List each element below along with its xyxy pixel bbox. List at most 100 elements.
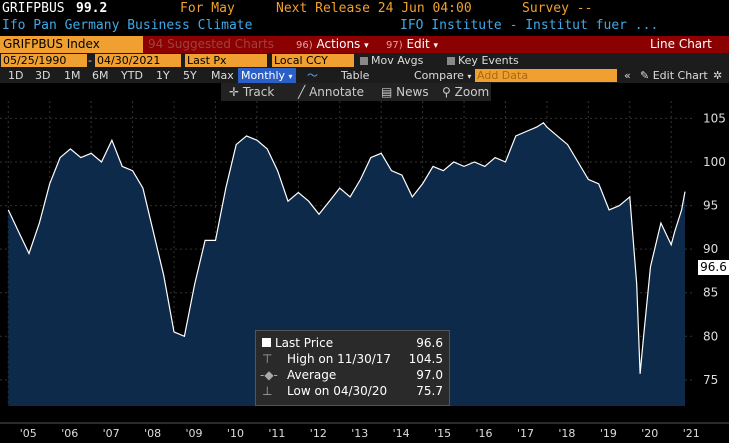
key-events-label: Key Events	[458, 54, 519, 67]
mov-avgs-label: Mov Avgs	[371, 54, 424, 67]
x-tick-label: '17	[517, 427, 534, 440]
legend-value: 97.0	[416, 368, 443, 382]
ticker: GRIFPBUS	[2, 1, 65, 16]
legend-high: ⊤ High on 11/30/17 104.5	[256, 351, 449, 367]
security-field[interactable]: GRIFPBUS Index	[0, 36, 143, 53]
annotate-label: Annotate	[309, 85, 364, 99]
period-1m[interactable]: 1M	[64, 69, 81, 82]
range-dash: -	[88, 54, 92, 67]
edit-menu[interactable]: 97) Edit ▾	[386, 36, 438, 53]
start-date-field[interactable]: 05/25/1990	[1, 54, 87, 67]
period-bar: 1D 3D 1M 6M YTD 1Y 5Y Max Monthly ▾ 〜 Ta…	[0, 68, 729, 83]
dropdown-icon: ▾	[364, 41, 369, 51]
series-description: Ifo Pan Germany Business Climate	[2, 18, 253, 33]
legend-average: -◆- Average 97.0	[256, 367, 449, 383]
series-swatch-icon	[262, 338, 271, 347]
end-date-field[interactable]: 04/30/2021	[95, 54, 181, 67]
table-button[interactable]: Table	[341, 69, 370, 82]
suggested-label: Suggested Charts	[167, 37, 274, 51]
x-tick-label: '08	[144, 427, 161, 440]
x-tick-label: '09	[186, 427, 203, 440]
next-release: Next Release 24 Jun 04:00	[276, 1, 472, 16]
header-line-2: Ifo Pan Germany Business Climate IFO Ins…	[0, 17, 729, 35]
period-max[interactable]: Max	[211, 69, 234, 82]
compare-label: Compare	[414, 69, 464, 82]
add-data-input[interactable]: Add Data	[475, 69, 617, 82]
suggested-num: 94	[148, 37, 164, 51]
header-line-1: GRIFPBUS 99.2 For May Next Release 24 Ju…	[0, 0, 729, 17]
news-icon: ▤	[381, 85, 393, 99]
legend-label: High on 11/30/17	[287, 352, 392, 366]
line-chart-icon[interactable]: 〜	[307, 69, 318, 82]
actions-num: 96)	[296, 40, 313, 51]
collapse-icon[interactable]: «	[624, 69, 631, 82]
y-tick-label: 105	[703, 111, 726, 125]
news-button[interactable]: ▤ News	[381, 83, 429, 101]
legend-value: 75.7	[416, 384, 443, 398]
x-tick-label: '10	[227, 427, 244, 440]
y-tick-label: 75	[703, 373, 718, 387]
mov-avgs-toggle[interactable]: Mov Avgs	[360, 54, 423, 67]
period-1y[interactable]: 1Y	[156, 69, 170, 82]
view-label: Line Chart	[650, 37, 712, 51]
period-label: For May	[180, 1, 235, 16]
x-tick-label: '19	[600, 427, 617, 440]
legend-label: Average	[287, 368, 337, 382]
pencil-icon: ╱	[298, 85, 306, 99]
edit-num: 97)	[386, 40, 403, 51]
chart-area[interactable]: 75 80 85 90 95 100 105 '05 '06 '07 '08 '09 '10 '11 '1…	[0, 83, 729, 443]
track-button[interactable]: ✛ Track	[229, 83, 274, 101]
edit-chart-label: Edit Chart	[652, 69, 708, 82]
high-marker-icon: ⊤	[262, 352, 273, 366]
dropdown-icon: ▾	[467, 72, 472, 81]
frequency-label: Monthly	[241, 69, 286, 82]
last-value: 99.2	[76, 1, 108, 16]
period-5y[interactable]: 5Y	[183, 69, 197, 82]
x-tick-label: '20	[641, 427, 658, 440]
checkbox-icon	[360, 57, 368, 65]
legend-last-price: Last Price 96.6	[256, 335, 449, 351]
chart-toolbar: ✛ Track ╱ Annotate ▤ News ⚲ Zoom	[221, 83, 491, 101]
x-tick-label: '11	[268, 427, 285, 440]
series-line	[7, 122, 686, 374]
last-value-tag: 96.6	[698, 260, 729, 275]
actions-label: Actions	[316, 37, 361, 51]
edit-label: Edit	[406, 37, 430, 51]
news-label: News	[396, 85, 429, 99]
average-marker-icon: -◆-	[260, 368, 278, 382]
suggested-charts-button[interactable]: 94 Suggested Charts	[148, 36, 274, 53]
gear-icon[interactable]: ✲	[713, 69, 723, 82]
line-chart: 75 80 85 90 95 100 105 '05 '06 '07 '08 '09 '10 '11 '1…	[0, 101, 729, 440]
y-tick-label: 85	[703, 286, 718, 300]
x-tick-label: '18	[558, 427, 575, 440]
price-field-select[interactable]: Last Px	[185, 54, 267, 67]
x-tick-label: '14	[393, 427, 410, 440]
y-tick-label: 95	[703, 199, 718, 213]
function-bar: GRIFPBUS Index 94 Suggested Charts 96) A…	[0, 36, 729, 53]
period-1d[interactable]: 1D	[8, 69, 24, 82]
legend-box[interactable]: Last Price 96.6 ⊤ High on 11/30/17 104.5…	[255, 330, 450, 406]
dropdown-icon: ▾	[433, 41, 439, 51]
zoom-button[interactable]: ⚲ Zoom	[442, 83, 489, 101]
legend-value: 104.5	[408, 352, 443, 366]
survey: Survey --	[522, 1, 593, 16]
period-ytd[interactable]: YTD	[121, 69, 143, 82]
key-events-toggle[interactable]: Key Events	[447, 54, 519, 67]
period-3d[interactable]: 3D	[35, 69, 51, 82]
edit-chart-button[interactable]: ✎ Edit Chart	[640, 68, 708, 83]
track-label: Track	[242, 85, 275, 99]
checkbox-icon	[447, 57, 455, 65]
frequency-select[interactable]: Monthly ▾	[238, 68, 296, 83]
legend-value: 96.6	[416, 336, 443, 350]
zoom-label: Zoom	[454, 85, 490, 99]
legend-low: ⊥ Low on 04/30/20 75.7	[256, 383, 449, 399]
actions-menu[interactable]: 96) Actions ▾	[296, 36, 369, 53]
compare-menu[interactable]: Compare ▾	[414, 68, 471, 83]
period-6m[interactable]: 6M	[92, 69, 109, 82]
edit-chart-icon: ✎	[640, 69, 650, 82]
currency-select[interactable]: Local CCY	[272, 54, 354, 67]
y-tick-label: 100	[703, 155, 726, 169]
annotate-button[interactable]: ╱ Annotate	[298, 83, 364, 101]
y-tick-label: 80	[703, 329, 718, 343]
legend-label: Low on 04/30/20	[287, 384, 388, 398]
